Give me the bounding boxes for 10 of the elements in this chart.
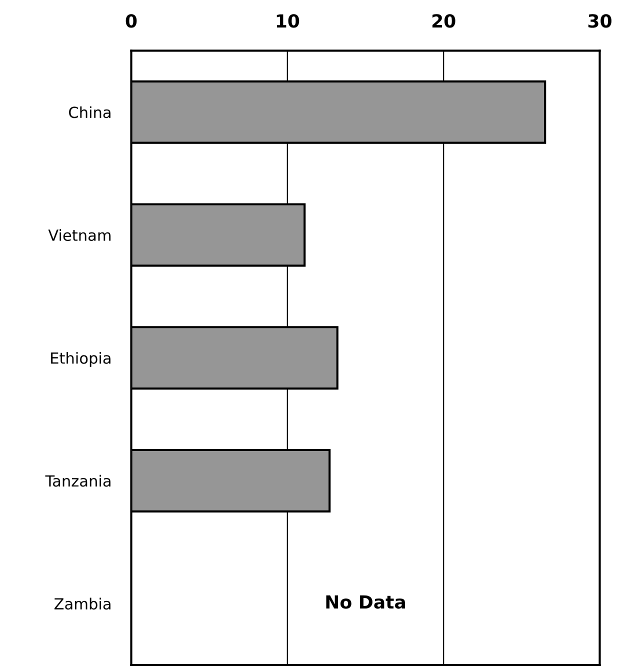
x-tick-label: 20 <box>432 14 456 28</box>
y-tick-label: Tanzania <box>45 474 110 487</box>
y-tick-label: Ethiopia <box>51 352 110 367</box>
x-tick-label: 0 <box>126 14 137 28</box>
y-tick-label: Vietnam <box>48 229 111 242</box>
y-tick-label: China <box>69 106 110 118</box>
annotation: No Data <box>326 595 405 609</box>
y-tick-label: Zambia <box>54 598 110 610</box>
x-tick-label: 10 <box>276 14 300 28</box>
x-tick-label: 30 <box>588 14 612 28</box>
